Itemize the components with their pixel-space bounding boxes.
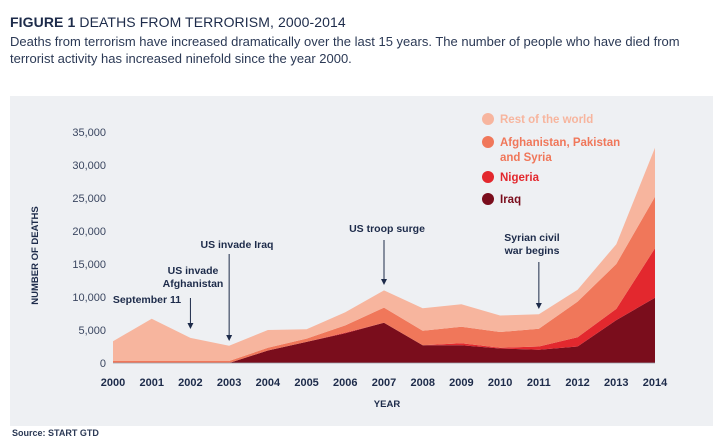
x-tick-label: 2010 xyxy=(488,377,512,389)
area-series-iraq xyxy=(113,297,655,363)
x-tick-label: 2013 xyxy=(604,377,628,389)
y-tick-label: 0 xyxy=(100,358,106,370)
legend-swatch xyxy=(482,113,494,125)
annotation-arrow-head xyxy=(381,279,387,285)
x-tick-label: 2000 xyxy=(101,377,125,389)
figure-title: FIGURE 1 DEATHS FROM TERRORISM, 2000-201… xyxy=(10,14,710,30)
annotation-arrow-head xyxy=(535,303,542,309)
legend-label: Rest of the world xyxy=(500,114,593,126)
x-tick-label: 2006 xyxy=(333,377,357,389)
y-tick-label: 30,000 xyxy=(72,160,106,172)
x-tick-label: 2004 xyxy=(256,377,281,389)
y-axis-title: NUMBER OF DEATHS xyxy=(30,206,41,305)
y-tick-label: 20,000 xyxy=(72,226,106,238)
y-tick-label: 5,000 xyxy=(78,325,106,337)
y-tick-label: 10,000 xyxy=(72,292,106,304)
legend-label: Nigeria xyxy=(500,172,540,184)
x-tick-label: 2008 xyxy=(410,377,434,389)
y-tick-label: 35,000 xyxy=(72,127,106,139)
figure-subtitle: Deaths from terrorism have increased dra… xyxy=(10,34,680,66)
y-tick-label: 15,000 xyxy=(72,259,106,271)
x-tick-label: 2011 xyxy=(527,377,551,389)
area-series-rest-of-the-world xyxy=(113,147,655,361)
legend-swatch xyxy=(482,136,494,148)
source-note: Source: START GTD xyxy=(12,428,99,438)
x-tick-label: 2007 xyxy=(372,377,396,389)
x-tick-label: 2014 xyxy=(643,377,668,389)
y-tick-label: 25,000 xyxy=(72,193,106,205)
event-annotation: Syrian civil xyxy=(504,232,560,244)
event-annotation: Afghanistan xyxy=(163,278,224,290)
event-annotation: US invade xyxy=(168,265,219,277)
event-annotation: war begins xyxy=(504,245,560,257)
x-tick-label: 2009 xyxy=(449,377,473,389)
x-tick-label: 2005 xyxy=(294,377,318,389)
x-tick-label: 2002 xyxy=(178,377,202,389)
x-axis-title: YEAR xyxy=(374,399,401,410)
legend-label: Afghanistan, Pakistan xyxy=(500,137,620,149)
event-annotation: US invade Iraq xyxy=(201,239,274,251)
annotation-arrow-head xyxy=(187,323,194,329)
legend-swatch xyxy=(482,171,494,183)
legend-label: and Syria xyxy=(500,152,552,164)
stacked-area-chart: 0 5,000 10,000 15,000 20,000 25,000 30,000 35,0… xyxy=(30,113,668,410)
x-tick-label: 2001 xyxy=(139,377,163,389)
chart-panel: 0 5,000 10,000 15,000 20,000 25,000 30,000 35,0… xyxy=(10,96,713,426)
figure-title-text: DEATHS FROM TERRORISM, 2000-2014 xyxy=(79,14,346,30)
figure-header: FIGURE 1 DEATHS FROM TERRORISM, 2000-201… xyxy=(10,14,710,67)
legend-label: Iraq xyxy=(500,194,521,206)
event-annotation: US troop surge xyxy=(349,223,425,235)
x-tick-label: 2003 xyxy=(217,377,241,389)
legend-swatch xyxy=(482,193,494,205)
x-tick-label: 2012 xyxy=(565,377,589,389)
figure-number: FIGURE 1 xyxy=(10,14,76,30)
annotation-arrow-head xyxy=(226,335,233,341)
event-annotation: September 11 xyxy=(113,294,181,306)
